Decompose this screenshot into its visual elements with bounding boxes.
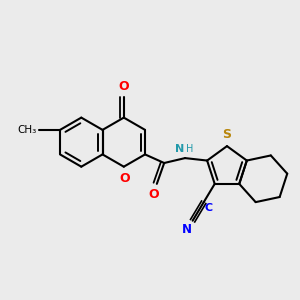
Text: O: O [148, 188, 159, 201]
Text: S: S [223, 128, 232, 141]
Text: O: O [118, 80, 129, 93]
Text: C: C [205, 203, 213, 213]
Text: N: N [182, 223, 192, 236]
Text: H: H [186, 144, 194, 154]
Text: O: O [119, 172, 130, 184]
Text: CH₃: CH₃ [17, 125, 36, 135]
Text: N: N [175, 144, 184, 154]
